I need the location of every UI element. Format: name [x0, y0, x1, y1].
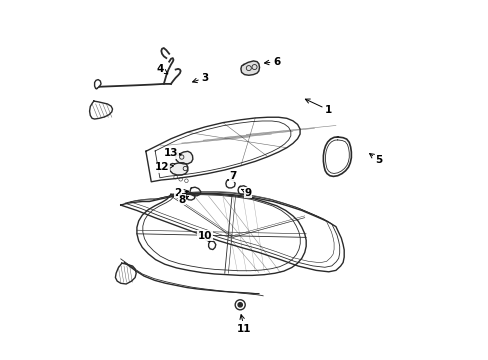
Text: 8: 8: [178, 195, 188, 205]
Text: 2: 2: [174, 188, 188, 198]
Text: 6: 6: [264, 57, 280, 67]
Polygon shape: [169, 163, 187, 175]
Circle shape: [238, 303, 242, 307]
Text: 5: 5: [369, 154, 382, 165]
Text: 13: 13: [163, 148, 181, 158]
Text: 3: 3: [192, 73, 208, 83]
Text: 1: 1: [305, 99, 332, 115]
Text: 12: 12: [155, 162, 173, 172]
Text: 4: 4: [156, 64, 167, 74]
Text: 9: 9: [241, 188, 251, 198]
Text: 11: 11: [237, 315, 251, 334]
Polygon shape: [175, 151, 192, 164]
Polygon shape: [241, 61, 259, 75]
Text: 10: 10: [198, 231, 212, 242]
Text: 7: 7: [229, 171, 236, 181]
